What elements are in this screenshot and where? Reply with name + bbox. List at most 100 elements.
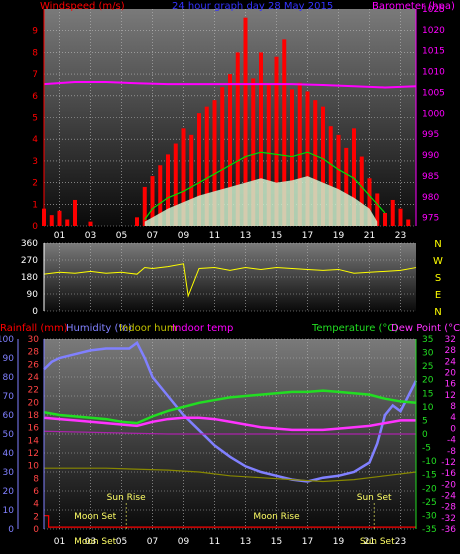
barometer-tick-label: 995 <box>422 130 439 140</box>
direction-tick-label: 180 <box>21 273 38 283</box>
dewpoint-tick-label: 4 <box>450 413 456 423</box>
windspeed-bar <box>328 126 333 226</box>
windspeed-bar <box>251 78 256 226</box>
direction-tick-label: 0 <box>32 307 38 317</box>
humidity-tick-label: 0 <box>8 525 14 535</box>
humidity-tick-label: 60 <box>3 411 15 421</box>
barometer-tick-label: 975 <box>422 214 439 224</box>
compass-label: S <box>435 273 441 284</box>
wind-x-tick-label: 21 <box>364 231 375 241</box>
indoor-temp-line <box>43 430 416 435</box>
rain-tick-label: 28 <box>28 348 40 358</box>
windspeed-bar <box>344 147 349 226</box>
temperature-tick-label: 5 <box>422 416 428 426</box>
dewpoint-tick-label: -16 <box>441 469 456 479</box>
humidity-tick-label: 10 <box>3 506 15 516</box>
windspeed-bar <box>313 100 318 226</box>
dewpoint-tick-label: 12 <box>445 391 456 401</box>
rain-tick-label: 20 <box>28 398 40 408</box>
windspeed-bar <box>259 52 263 227</box>
windspeed-bar <box>321 106 325 226</box>
direction-axes: 0 N 90 E 180 S 270 W 360 N <box>21 239 443 318</box>
dewpoint-tick-label: 8 <box>450 402 456 412</box>
windspeed-bar <box>228 74 232 226</box>
windspeed-bar <box>181 128 186 226</box>
direction-tick-label: 90 <box>27 290 39 300</box>
rain-tick-label: 30 <box>28 335 40 345</box>
temperature-x-tick-label: 01 <box>54 537 65 547</box>
rainfall-axis-title: Rainfall (mm) <box>0 323 68 334</box>
rain-tick-label: 16 <box>28 424 40 434</box>
windspeed-bar <box>166 154 170 226</box>
barometer-line <box>43 81 417 89</box>
dewpoint-tick-label: -12 <box>441 458 456 468</box>
windspeed-bar <box>375 193 380 226</box>
windspeed-tick-label: 2 <box>32 179 38 189</box>
temperature-tick-label: -15 <box>422 471 437 481</box>
humidity-axis-title: Humidity (%) <box>66 323 132 334</box>
windspeed-bar <box>383 212 387 226</box>
temperature-tick-label: 25 <box>422 362 433 372</box>
wind-x-tick-label: 19 <box>333 231 345 241</box>
temperature-tick-label: -35 <box>422 525 437 535</box>
windspeed-bar <box>197 113 201 226</box>
sun-set-label: Sun Set <box>357 493 392 503</box>
temperature-x-tick-label: 23 <box>395 537 406 547</box>
barometer-axis-title: Barometer (hpa) <box>372 1 455 12</box>
humidity-tick-label: 70 <box>3 392 15 402</box>
windspeed-bar <box>73 199 77 226</box>
windspeed-bar <box>235 52 240 227</box>
windspeed-bar <box>352 128 356 226</box>
windspeed-bar <box>135 217 139 226</box>
barometer-tick-label: 985 <box>422 172 439 182</box>
temperature-tick-label: 30 <box>422 349 434 359</box>
barometer-tick-label: 1020 <box>422 26 445 36</box>
windspeed-bar <box>390 199 395 226</box>
humidity-tick-label: 80 <box>3 373 15 383</box>
windspeed-bar <box>336 134 341 226</box>
temperature-tick-label: -30 <box>422 511 437 521</box>
rain-tick-label: 6 <box>33 487 39 497</box>
windspeed-bar <box>274 56 279 226</box>
windspeed-bar <box>173 143 178 226</box>
temperature-panel: 0102030405060708090100024681012141618202… <box>0 323 460 547</box>
humidity-tick-label: 90 <box>3 354 15 364</box>
wind-direction-line <box>43 263 417 298</box>
windspeed-bar <box>359 156 364 226</box>
temperature-series <box>43 340 418 528</box>
barometer-tick-label: 1025 <box>422 5 445 15</box>
barometer-tick-label: 980 <box>422 193 439 203</box>
humidity-tick-label: 100 <box>0 335 14 345</box>
rain-tick-label: 12 <box>28 449 39 459</box>
temperature-tick-label: 35 <box>422 335 433 345</box>
wind-x-tick-label: 09 <box>178 231 190 241</box>
windspeed-bar <box>220 87 225 227</box>
windspeed-bar <box>158 165 163 226</box>
barometer-tick-label: 1000 <box>422 109 445 119</box>
moon-rise-label: Moon Rise <box>253 512 300 522</box>
wind-x-tick-label: 05 <box>116 231 127 241</box>
windspeed-bar <box>243 17 248 227</box>
dewpoint-tick-label: -36 <box>441 525 456 535</box>
direction-grid <box>44 242 416 312</box>
windspeed-bar <box>150 176 155 226</box>
sun-rise-label: Sun Rise <box>107 493 146 503</box>
rain-tick-label: 14 <box>28 436 40 446</box>
dewpoint-tick-label: -28 <box>441 503 456 513</box>
windspeed-bar <box>204 106 209 226</box>
temperature-tick-label: -5 <box>422 444 431 454</box>
rain-tick-label: 2 <box>33 512 39 522</box>
windspeed-bar <box>212 100 217 226</box>
indoor-hum-axis-title: Indoor hum <box>119 323 177 334</box>
windspeed-bar <box>65 219 70 226</box>
windspeed-bar <box>305 91 310 227</box>
temperature-x-tick-label: 21 <box>364 537 375 547</box>
humidity-tick-label: 40 <box>3 449 15 459</box>
humidity-tick-label: 30 <box>3 468 15 478</box>
dewpoint-tick-label: 28 <box>445 346 457 356</box>
windspeed-bar <box>266 84 271 226</box>
wind-x-tick-label: 03 <box>85 231 96 241</box>
barometer-tick-label: 1015 <box>422 47 445 57</box>
